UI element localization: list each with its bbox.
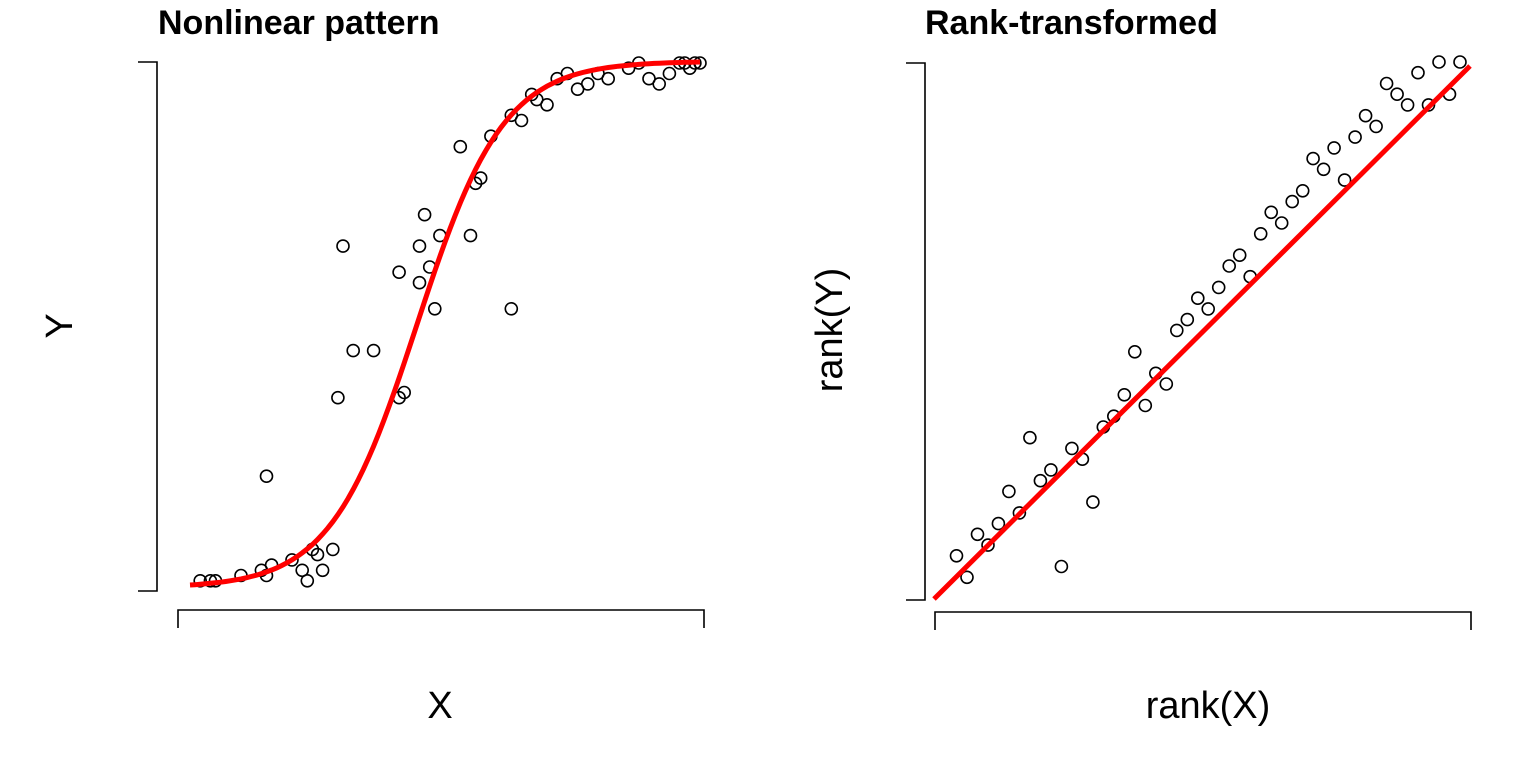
data-point xyxy=(1327,141,1341,155)
data-point xyxy=(580,77,595,91)
data-point xyxy=(1316,162,1331,177)
data-point xyxy=(336,239,350,253)
x-axis-label: rank(X) xyxy=(1146,685,1271,727)
data-point xyxy=(285,553,299,567)
data-point xyxy=(1159,377,1174,391)
data-point xyxy=(259,469,274,484)
data-point xyxy=(1222,259,1236,273)
data-point xyxy=(295,563,310,578)
data-point xyxy=(1274,216,1289,230)
data-point xyxy=(1453,55,1467,69)
y-axis-label: Y xyxy=(39,313,81,338)
x-axis xyxy=(934,611,1472,630)
data-point xyxy=(981,538,995,552)
data-point xyxy=(1295,184,1310,198)
chart-panel-rank: Rank-transformed rank(X) rank(Y) xyxy=(809,4,1472,727)
data-point xyxy=(662,66,677,81)
data-point xyxy=(1432,55,1446,69)
data-point xyxy=(412,239,427,253)
series-points xyxy=(193,56,707,588)
y-axis xyxy=(138,61,158,592)
data-point xyxy=(1411,65,1425,80)
data-point xyxy=(392,265,406,280)
data-point xyxy=(1390,87,1404,101)
x-axis xyxy=(177,609,705,628)
data-point xyxy=(1379,76,1394,91)
data-point xyxy=(991,516,1006,531)
data-point xyxy=(960,570,974,585)
x-axis-label: X xyxy=(427,685,452,727)
data-point xyxy=(315,563,330,578)
data-point xyxy=(1054,559,1069,574)
data-point xyxy=(1400,98,1415,112)
data-point xyxy=(1012,506,1027,520)
data-point xyxy=(1044,463,1058,477)
data-point xyxy=(1191,291,1205,306)
data-point xyxy=(514,113,529,128)
chart-panel-nonlinear: Nonlinear pattern X Y xyxy=(39,4,707,727)
data-point xyxy=(1065,441,1079,456)
data-point xyxy=(412,275,427,290)
data-point xyxy=(504,301,519,316)
data-point xyxy=(1033,473,1048,488)
data-point xyxy=(601,71,616,86)
data-point xyxy=(1128,344,1142,359)
data-point xyxy=(1253,227,1268,241)
data-point xyxy=(325,542,340,557)
data-point xyxy=(1138,398,1153,413)
fit-line xyxy=(932,64,1472,601)
data-point xyxy=(949,548,964,563)
data-point xyxy=(346,343,361,358)
data-point xyxy=(331,390,345,405)
chart-title: Nonlinear pattern xyxy=(158,4,439,42)
data-point xyxy=(463,228,478,243)
data-point xyxy=(970,527,985,542)
chart-title: Rank-transformed xyxy=(925,4,1218,42)
data-point xyxy=(1264,205,1278,220)
data-point xyxy=(1306,151,1320,166)
fit-curve xyxy=(189,59,701,588)
data-point xyxy=(397,385,412,400)
data-point xyxy=(1337,173,1352,187)
data-point xyxy=(652,77,667,91)
data-point xyxy=(366,343,381,358)
data-point xyxy=(540,98,554,112)
data-point xyxy=(1023,430,1037,445)
data-point xyxy=(300,573,315,588)
data-point xyxy=(427,301,442,316)
data-point xyxy=(1117,387,1132,402)
data-point xyxy=(310,547,325,562)
data-point xyxy=(417,207,432,222)
data-point xyxy=(1369,119,1383,134)
data-point xyxy=(1348,130,1362,144)
data-point xyxy=(1002,484,1016,499)
data-point xyxy=(1211,280,1226,295)
data-point xyxy=(1421,98,1436,112)
y-axis-label: rank(Y) xyxy=(809,268,851,393)
data-point xyxy=(1232,248,1247,262)
data-point xyxy=(1201,302,1215,316)
data-point xyxy=(473,171,488,185)
data-point xyxy=(1285,194,1299,209)
data-point xyxy=(1170,323,1184,338)
data-point xyxy=(453,139,468,154)
data-point xyxy=(1086,495,1100,509)
data-point xyxy=(1358,108,1373,123)
data-point xyxy=(1180,312,1195,327)
y-axis xyxy=(906,62,926,601)
